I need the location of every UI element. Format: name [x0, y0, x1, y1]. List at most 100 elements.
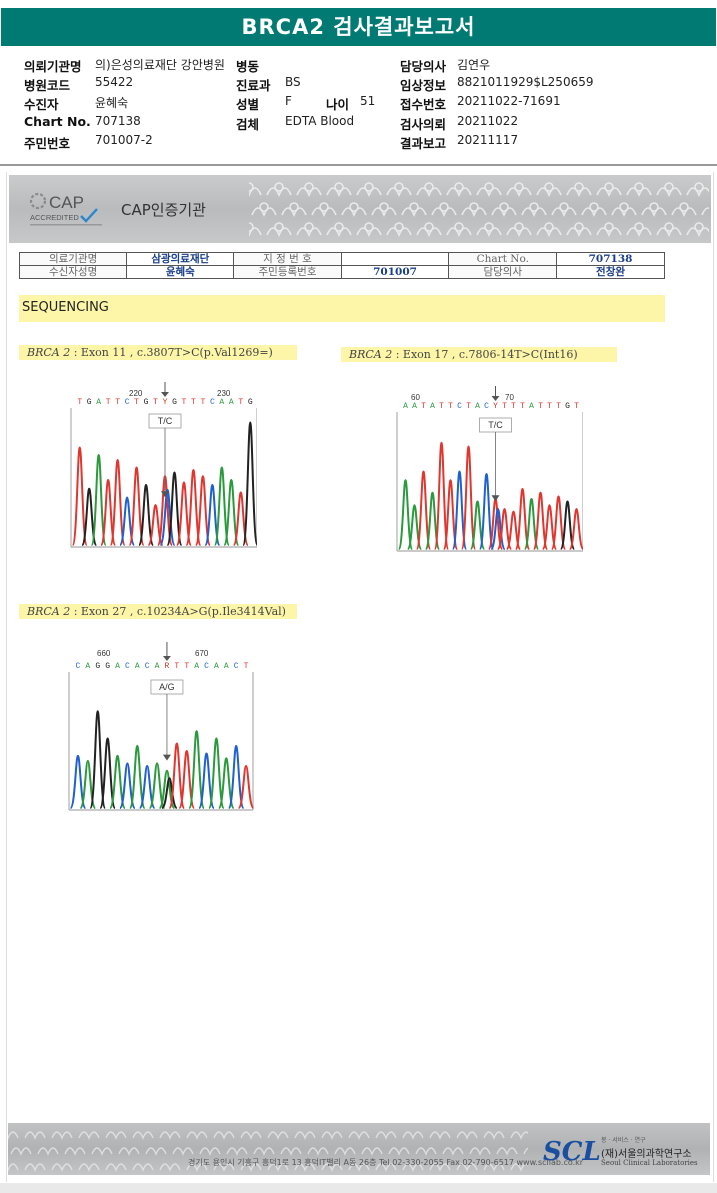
- base-letter: T: [174, 662, 179, 671]
- wave-pattern-icon: [51, 1163, 73, 1172]
- trace-peak: [137, 483, 155, 546]
- base-letter: G: [144, 398, 149, 407]
- wave-pattern-icon: [536, 187, 562, 198]
- wave-pattern-icon: [694, 182, 704, 192]
- trace-peak: [99, 737, 117, 809]
- wave-pattern-icon: [319, 202, 329, 212]
- wave-pattern-icon: [249, 222, 254, 232]
- wave-pattern-icon: [491, 207, 517, 218]
- wave-pattern-icon: [596, 227, 622, 238]
- variant-label-2: BRCA 2 : Exon 17 , c.7806-14T>C(Int16): [341, 347, 617, 362]
- base-letter: G: [87, 398, 92, 407]
- institution-label: 의뢰기관명: [24, 59, 82, 74]
- wave-pattern-icon: [446, 187, 472, 198]
- wave-pattern-icon: [199, 1147, 221, 1156]
- table-cell: 701007: [340, 265, 450, 279]
- base-letter: T: [238, 398, 243, 407]
- wave-pattern-icon: [521, 207, 547, 218]
- base-letter: C: [125, 398, 130, 407]
- base-call-label: T/C: [488, 420, 503, 430]
- bottom-strip: [0, 1183, 717, 1193]
- base-letter: T: [115, 398, 120, 407]
- wave-pattern-icon: [604, 222, 614, 232]
- wave-pattern-icon: [78, 1131, 100, 1140]
- wave-pattern-icon: [551, 207, 577, 218]
- wave-pattern-icon: [281, 207, 307, 218]
- wave-pattern-icon: [294, 1163, 316, 1172]
- wave-pattern-icon: [701, 207, 709, 216]
- trace-peak: [166, 471, 183, 546]
- cap-accredited-text: ACCREDITED: [30, 213, 79, 222]
- trace-peak: [194, 475, 211, 546]
- wave-pattern-icon: [145, 1147, 167, 1156]
- wave-pattern-icon: [469, 202, 479, 212]
- wave-pattern-icon: [91, 1147, 113, 1156]
- base-letter: Y: [493, 402, 498, 411]
- wave-pattern-icon: [656, 227, 682, 238]
- wave-pattern-icon: [626, 227, 652, 238]
- wave-pattern-icon: [402, 1131, 424, 1140]
- base-letter: Y: [163, 398, 168, 407]
- base-letter: G: [248, 398, 253, 407]
- sex-value: F: [285, 94, 292, 108]
- hospital-code-value: 55422: [95, 75, 134, 89]
- wave-pattern-icon: [24, 1163, 46, 1172]
- wave-pattern-icon: [581, 207, 607, 218]
- wave-pattern-icon: [37, 1147, 59, 1156]
- wave-pattern-icon: [439, 202, 449, 212]
- wave-pattern-icon: [394, 222, 404, 232]
- gene-name: BRCA 2: [349, 348, 393, 361]
- wave-pattern-icon: [159, 1131, 181, 1140]
- table-cell: 707138: [556, 252, 665, 266]
- base-letter: T: [574, 402, 579, 411]
- wave-pattern-icon: [240, 1163, 262, 1172]
- footer-address: 경기도 용인시 기흥구 흥덕1로 13 흥덕IT밸리 A동 26층 Tel.02…: [188, 1158, 584, 1167]
- scl-name: (재)서울의과학연구소: [601, 1149, 692, 1160]
- wave-pattern-icon: [8, 1163, 19, 1172]
- wave-pattern-icon: [8, 1131, 19, 1140]
- institution-value: 의)은성의료재단 강안병원: [95, 58, 225, 72]
- base-letter: C: [210, 398, 215, 407]
- wave-pattern-icon: [375, 1163, 397, 1172]
- wave-pattern-icon: [294, 1131, 316, 1140]
- patient-value: 윤혜숙: [95, 96, 129, 110]
- wave-pattern-icon: [401, 207, 427, 218]
- trace-peak: [490, 507, 506, 550]
- base-letter: C: [457, 402, 462, 411]
- base-letter: A: [412, 402, 417, 411]
- table-row: 수신자성명 윤혜숙 주민등록번호 701007 담당의사 전창완: [18, 265, 665, 279]
- trace-peak: [223, 478, 240, 546]
- report-footer: 경기도 용인시 기흥구 흥덕1로 13 흥덕IT밸리 A동 26층 Tel.02…: [8, 1123, 710, 1175]
- trace-peak: [89, 710, 107, 809]
- wave-pattern-icon: [274, 182, 284, 192]
- trace-peak: [227, 744, 245, 809]
- base-letter: T: [547, 402, 552, 411]
- base-letter: A: [135, 662, 140, 671]
- wave-pattern-icon: [386, 227, 412, 238]
- wave-pattern-icon: [375, 1131, 397, 1140]
- position-label: 660: [97, 649, 111, 658]
- wave-pattern-icon: [483, 1131, 505, 1140]
- age-label: 나이: [326, 97, 350, 112]
- base-letter: G: [172, 398, 177, 407]
- trace-peak: [168, 742, 186, 809]
- base-letter: T: [511, 402, 516, 411]
- wave-pattern-icon: [78, 1163, 100, 1172]
- wave-pattern-icon: [267, 1163, 289, 1172]
- trace-peak: [109, 458, 126, 546]
- wave-pattern-icon: [251, 207, 277, 218]
- marker-arrow: [491, 396, 500, 401]
- base-letter: A: [403, 402, 408, 411]
- variant-desc: : Exon 27 , c.10234A>G(p.Ile3414Val): [70, 605, 286, 618]
- wave-pattern-icon: [514, 182, 524, 192]
- table-cell: 담당의사: [448, 265, 558, 279]
- footer-pattern-icon: [8, 1131, 528, 1172]
- wave-pattern-icon: [671, 207, 697, 218]
- wave-pattern-icon: [402, 1163, 424, 1172]
- trace-peak: [161, 777, 178, 809]
- wave-pattern-icon: [64, 1147, 86, 1156]
- marker-arrow: [162, 754, 171, 761]
- wave-pattern-icon: [311, 207, 337, 218]
- wave-pattern-icon: [446, 227, 472, 238]
- wave-pattern-icon: [388, 1147, 410, 1156]
